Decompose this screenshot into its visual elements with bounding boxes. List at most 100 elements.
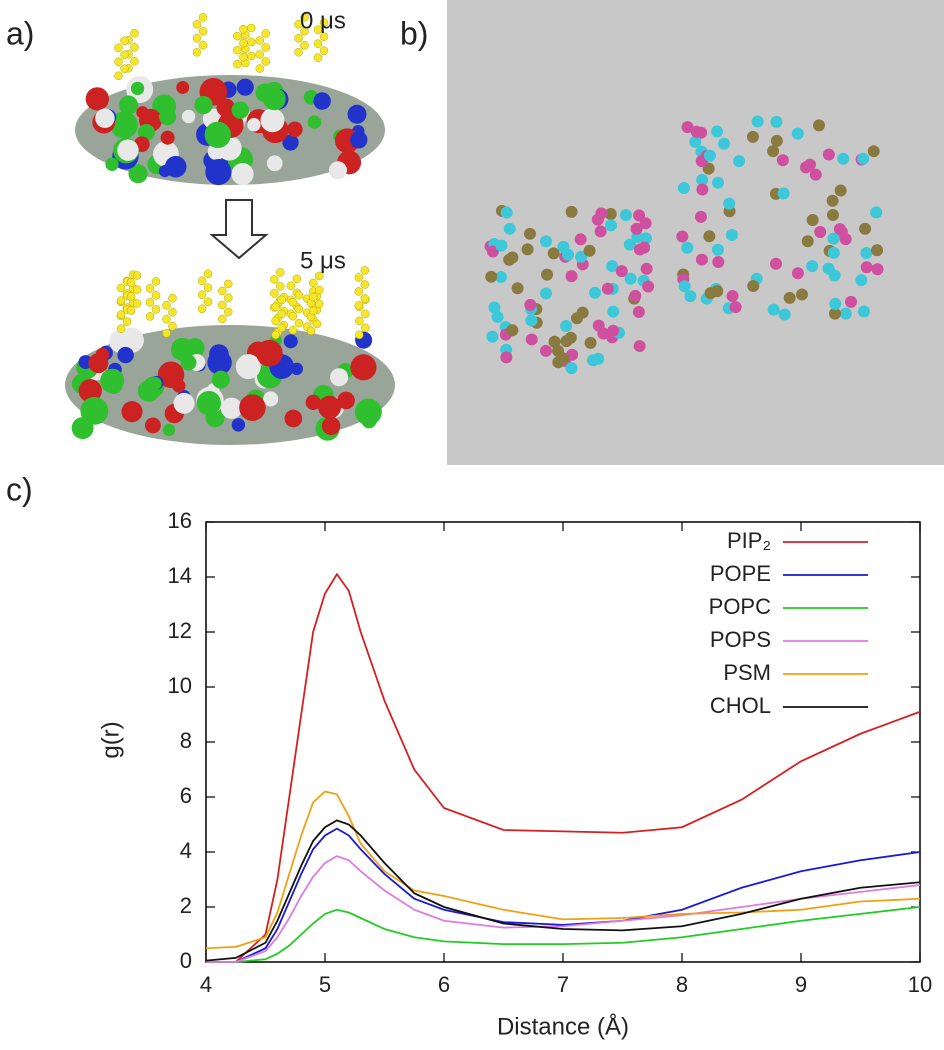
lipid-tail <box>192 20 202 29</box>
lipid-tail <box>233 59 242 69</box>
lipid-bead <box>725 229 738 242</box>
lipid-tail <box>355 330 364 340</box>
lipid-bead <box>575 250 588 263</box>
surface-patch <box>313 92 331 110</box>
lipid-bead <box>711 176 724 189</box>
lipid-bead <box>767 303 780 316</box>
lipid-bead <box>524 298 537 311</box>
lipid-tail <box>355 316 364 326</box>
legend-label: POPE <box>710 561 771 586</box>
lipid-bead <box>839 307 852 320</box>
surface-detail <box>71 13 382 441</box>
lipid-bead <box>723 197 736 210</box>
lipid-tail <box>197 290 207 300</box>
lipid-tail <box>120 64 129 74</box>
surface-patch <box>160 130 175 145</box>
lipid-bead <box>845 295 858 308</box>
lipid-bead <box>583 244 596 257</box>
surface-patch <box>321 416 341 436</box>
lipid-bead <box>615 265 628 278</box>
lipid-bead <box>540 344 553 357</box>
surface-patch <box>196 390 221 416</box>
lipid-bead <box>826 208 839 221</box>
lipid-bead <box>828 307 841 320</box>
lipid-bead <box>624 272 637 285</box>
panel-label: c) <box>6 471 33 507</box>
x-tick-label: 6 <box>438 972 450 997</box>
surface-patch <box>176 80 190 94</box>
lipid-bead <box>833 223 846 236</box>
lipid-tail <box>151 277 161 286</box>
lipid-tail <box>132 271 142 280</box>
lipid-bead <box>560 320 573 333</box>
lipid-tail <box>130 57 139 66</box>
surface-patch <box>236 78 254 96</box>
panel-label: b) <box>400 15 428 51</box>
lipid-tail <box>126 292 136 301</box>
surface-patch <box>330 368 349 387</box>
lipid-bead <box>565 205 578 218</box>
lipid-bead <box>801 235 814 248</box>
surface-patch <box>145 417 161 434</box>
legend-label: POPC <box>709 594 771 619</box>
surface-patch <box>247 117 261 132</box>
lipid-bead <box>711 243 724 256</box>
lipid-tail <box>308 278 318 288</box>
x-tick-label: 9 <box>795 972 807 997</box>
lipid-bead <box>704 287 717 300</box>
y-tick-label: 12 <box>168 618 192 643</box>
lipid-tail <box>319 32 329 41</box>
lipid-tail <box>120 50 129 60</box>
lipid-tail <box>314 271 324 281</box>
lipid-bead <box>777 187 790 200</box>
lipid-bead <box>826 194 839 207</box>
surface-patch <box>220 397 243 419</box>
lipid-bead <box>860 247 873 260</box>
lipid-tail <box>277 309 286 319</box>
lipid-tail <box>114 43 123 53</box>
time-label: 0 μs <box>300 7 346 34</box>
surface-patch <box>216 98 235 117</box>
lipid-bead <box>837 152 850 165</box>
surface-patch <box>194 95 213 115</box>
lipid-tail <box>300 27 309 36</box>
lipid-bead <box>814 225 827 238</box>
lipid-tail <box>203 269 213 279</box>
lipid-bead <box>557 240 570 253</box>
lipid-tail <box>361 309 370 319</box>
lipid-tail <box>314 285 324 295</box>
lipid-bead <box>500 351 513 364</box>
surface-patch <box>350 131 368 149</box>
surface-patch <box>136 106 149 119</box>
lipid-bead <box>606 260 619 273</box>
lipid-tail <box>360 294 370 303</box>
lipid-bead <box>630 222 643 235</box>
surface-patch <box>173 392 195 414</box>
lipid-tail <box>276 282 285 291</box>
lipid-bead <box>604 207 617 220</box>
lipid-tail <box>277 323 286 333</box>
series-line <box>206 906 921 963</box>
lipid-tail <box>203 297 213 307</box>
lipid-bead <box>488 301 501 314</box>
surface-patch <box>164 155 187 178</box>
lipid-tail <box>126 306 136 315</box>
lipid-bead <box>525 314 538 327</box>
lipid-bead <box>676 230 689 243</box>
lipid-tail <box>306 326 316 336</box>
lipid-tail <box>354 301 364 310</box>
lipid-bead <box>747 280 760 293</box>
lipid-bead <box>525 333 538 346</box>
lipid-tail <box>361 323 370 333</box>
lipid-bead <box>565 362 578 375</box>
surface-patch <box>347 104 367 124</box>
lipid-bead <box>783 291 796 304</box>
lipid-tail <box>224 293 233 303</box>
lipid-bead <box>640 262 653 275</box>
lipid-bead <box>778 308 791 321</box>
lipid-tail <box>261 43 270 52</box>
lipid-bead <box>769 257 782 270</box>
x-tick-label: 7 <box>557 972 569 997</box>
legend-label: CHOL <box>710 693 771 718</box>
x-tick-label: 4 <box>200 972 212 997</box>
